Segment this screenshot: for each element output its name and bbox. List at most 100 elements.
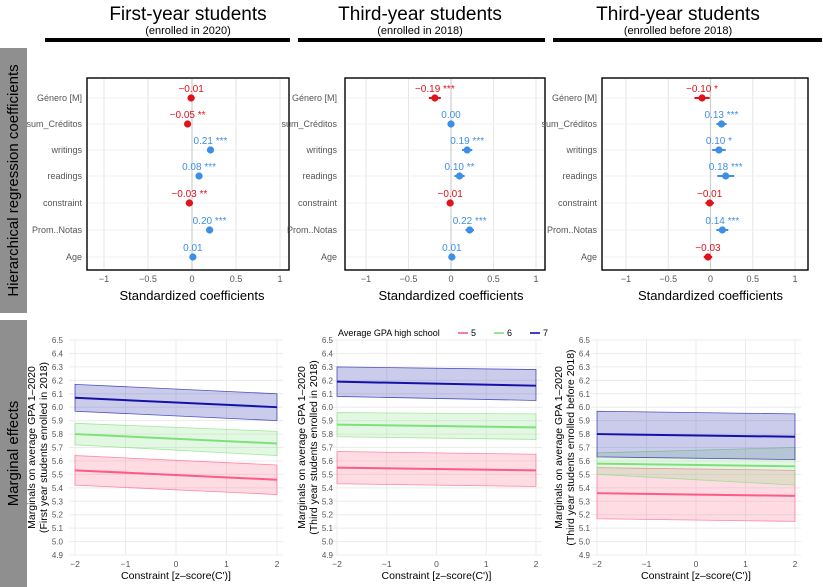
- y-tick-label: 5.3: [579, 497, 591, 506]
- y-tick-label: 6.1: [579, 390, 591, 399]
- y-axis-label: Marginals on average GPA 1–2020: [553, 366, 565, 529]
- x-tick-label: 0.5: [487, 274, 500, 284]
- y-tick-label: 5.5: [322, 470, 334, 479]
- coef-point: [715, 146, 723, 154]
- series-line: [74, 469, 278, 481]
- series-line: [336, 423, 537, 429]
- coef-point: [447, 120, 455, 128]
- category-label: Age: [66, 252, 82, 262]
- y-tick-label: 6.3: [579, 363, 591, 372]
- series-line: [336, 466, 537, 472]
- y-axis-label: Marginals on average GPA 1–2020: [296, 366, 308, 529]
- y-tick-label: 5.1: [322, 524, 334, 533]
- marginal-plot: 4.9 5.0 5.1 5.2 5.3 5.4 5.5 5.6 5.7 5.8 5.9 6.0 6.1 6…: [296, 328, 548, 582]
- legend-label: 7: [543, 328, 548, 338]
- y-tick-label: 6.2: [322, 376, 334, 385]
- category-label: Age: [581, 252, 597, 262]
- y-tick-label: 5.6: [322, 457, 334, 466]
- coef-label: −0.10 *: [686, 84, 718, 95]
- x-tick-label: 1: [743, 559, 748, 569]
- y-tick-label: 6.4: [322, 349, 334, 358]
- category-label: writings: [565, 145, 597, 155]
- coef-point: [206, 146, 215, 154]
- coef-label: 0.10 *: [706, 136, 732, 147]
- coef-point: [706, 199, 714, 207]
- y-tick-label: 6.2: [52, 376, 64, 385]
- y-tick-label: 5.5: [52, 470, 64, 479]
- coef-label: 0.22 ***: [453, 216, 487, 227]
- x-tick-label: 2: [793, 559, 798, 569]
- y-tick-label: 5.9: [322, 417, 334, 426]
- y-axis-label: (Third year students enrolled before 201…: [565, 349, 577, 545]
- x-tick-label: −0.5: [139, 274, 157, 284]
- coef-point: [722, 172, 730, 180]
- x-tick-label: 0.5: [230, 274, 243, 284]
- coefficient-plot: Género [M] sum_Créditos writings readings co…: [26, 77, 290, 303]
- y-tick-label: 6.1: [322, 390, 334, 399]
- y-tick-label: 6.2: [579, 376, 591, 385]
- y-tick-label: 4.9: [52, 551, 64, 560]
- series-line: [74, 433, 278, 445]
- x-tick-label: −2: [592, 559, 602, 569]
- category-label: writings: [50, 145, 82, 155]
- y-tick-label: 5.2: [52, 511, 64, 520]
- panel-subtitle: (enrolled in 2018): [377, 25, 463, 37]
- coef-point: [704, 253, 712, 261]
- x-tick-label: 0.5: [746, 274, 759, 284]
- row-label: Hierarchical regression coefficients: [5, 64, 22, 296]
- coef-label: −0.19 ***: [415, 84, 455, 95]
- header-rule: [553, 38, 822, 42]
- coef-point: [195, 172, 203, 180]
- y-tick-label: 5.9: [52, 417, 64, 426]
- coef-point: [187, 94, 195, 102]
- category-label: constraint: [298, 198, 338, 208]
- row-band-bg: [0, 320, 27, 587]
- y-tick-label: 5.0: [322, 538, 334, 547]
- plot-frame: [86, 77, 290, 271]
- series-line: [336, 380, 537, 387]
- row-label-band: Hierarchical regression coefficients: [0, 48, 27, 313]
- coef-label: 0.00: [441, 110, 461, 121]
- x-tick-label: 1: [224, 559, 229, 569]
- coef-point: [455, 172, 464, 180]
- confidence-ribbon: [596, 447, 796, 486]
- x-tick-label: −0.5: [659, 274, 677, 284]
- coef-label: −0.03: [695, 243, 721, 254]
- coef-label: −0.05 **: [170, 110, 206, 121]
- series-line: [74, 396, 278, 409]
- coef-label: 0.08 ***: [182, 162, 216, 173]
- marginal-plot: 4.9 5.0 5.1 5.2 5.3 5.4 5.5 5.6 5.7 5.8 5.9 6.0 6.1 6…: [553, 336, 801, 582]
- y-tick-label: 5.2: [579, 511, 591, 520]
- y-tick-label: 5.5: [579, 470, 591, 479]
- x-axis-label: Constraint [z–score(C')]: [121, 570, 231, 582]
- category-label: readings: [562, 171, 597, 181]
- coef-label: 0.14 ***: [705, 216, 739, 227]
- y-tick-label: 5.7: [52, 444, 64, 453]
- coef-label: 0.21 ***: [194, 136, 228, 147]
- x-axis-label: Standardized coefficients: [119, 288, 265, 303]
- x-tick-label: −1: [621, 274, 631, 284]
- legend-title: Average GPA high school: [338, 328, 440, 338]
- header-rule: [45, 38, 290, 42]
- category-label: constraint: [558, 198, 598, 208]
- series-line: [596, 492, 796, 497]
- coef-label: −0.01: [178, 84, 204, 95]
- y-tick-label: 5.3: [322, 497, 334, 506]
- x-tick-label: −1: [382, 559, 392, 569]
- panel-subtitle: (enrolled before 2018): [624, 25, 732, 37]
- legend: Average GPA high school 5 6 7: [338, 328, 548, 338]
- row-label: Marginal effects: [5, 401, 22, 507]
- y-tick-label: 5.9: [579, 417, 591, 426]
- y-axis-label: (Third year students enrolled in 2018): [308, 360, 320, 535]
- y-tick-label: 6.3: [52, 363, 64, 372]
- coefficient-plot: Género [M] sum_Créditos writings readings co…: [281, 77, 546, 303]
- coef-point: [698, 94, 706, 102]
- x-tick-label: 0: [708, 274, 713, 284]
- coef-label: −0.01: [437, 189, 463, 200]
- coef-point: [466, 226, 474, 234]
- panel-title: First-year students: [109, 4, 266, 25]
- panel-header: Third-year students(enrolled in 2018): [298, 4, 545, 42]
- coef-label: 0.10 **: [444, 162, 474, 173]
- category-label: writings: [305, 145, 337, 155]
